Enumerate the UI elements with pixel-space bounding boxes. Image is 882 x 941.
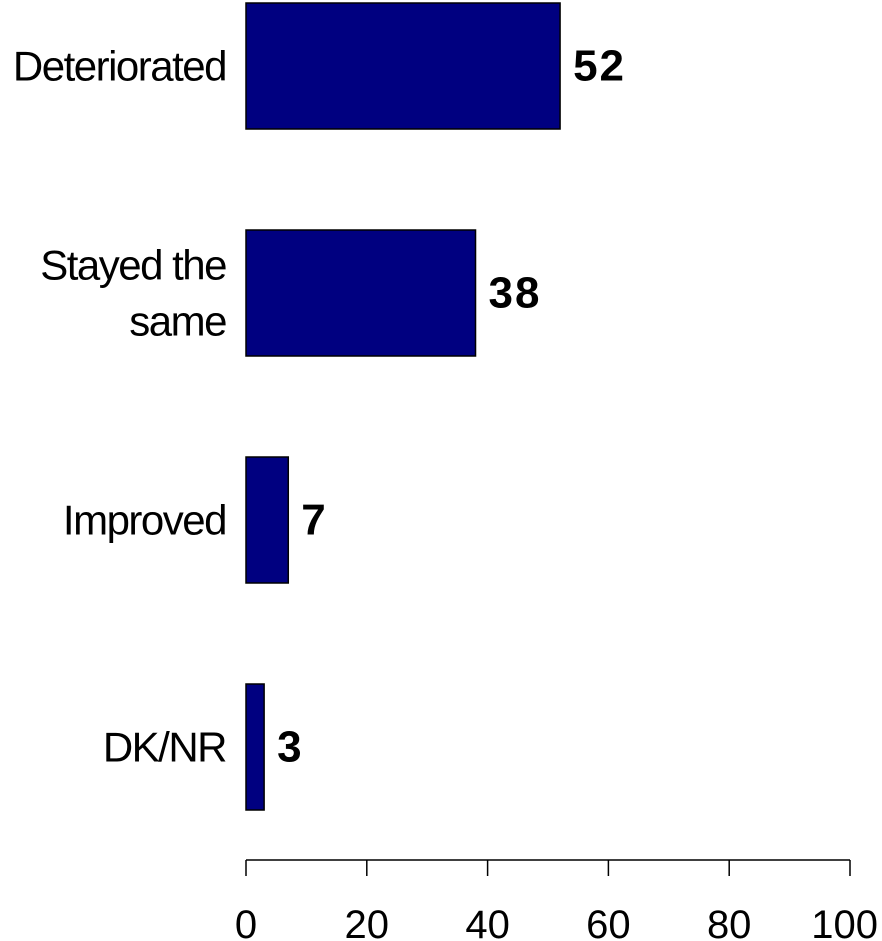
category-label-1-line-0: Stayed the [40, 242, 226, 289]
data-label-3: 3 [277, 723, 303, 772]
category-labels-group: Deteriorated Stayed the same Improved DK/NR [13, 43, 228, 771]
x-tick-label-5: 100 [811, 903, 878, 941]
x-axis: 0 20 40 60 80 100 [235, 859, 878, 941]
category-label-2: Improved [63, 497, 226, 544]
bar-0 [245, 2, 561, 130]
bar-1 [245, 229, 477, 357]
bar-3 [245, 683, 265, 811]
bar-2 [245, 456, 290, 584]
data-labels-group: 52 38 7 3 [277, 42, 626, 772]
data-label-2: 7 [301, 496, 327, 545]
category-label-3: DK/NR [103, 724, 226, 771]
data-label-1: 38 [489, 269, 542, 318]
bars-group [245, 2, 561, 811]
x-tick-label-0: 0 [235, 903, 257, 941]
category-label-1-line-1: same [129, 298, 226, 345]
data-label-0: 52 [573, 42, 626, 91]
category-label-0: Deteriorated [13, 43, 226, 90]
x-tick-label-3: 60 [586, 903, 631, 941]
x-tick-label-1: 20 [345, 903, 390, 941]
x-tick-label-4: 80 [707, 903, 752, 941]
x-tick-label-2: 40 [465, 903, 510, 941]
